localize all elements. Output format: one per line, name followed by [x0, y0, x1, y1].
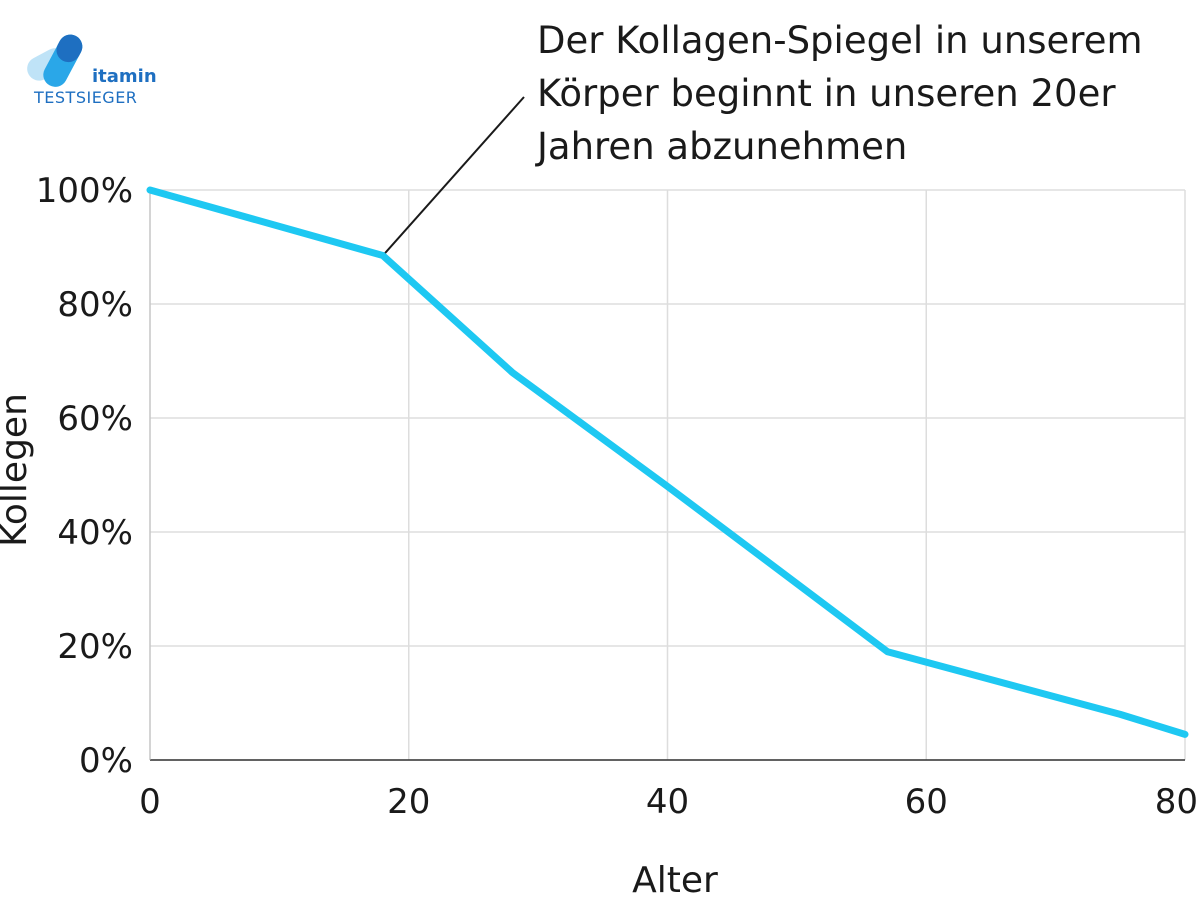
y-axis-label: Kollegen [0, 393, 35, 547]
y-tick-label: 0% [79, 741, 133, 781]
y-tick-label: 20% [57, 627, 133, 667]
x-tick-labels: 0 20 40 60 80 [139, 782, 1198, 822]
logo-subtitle: TESTSIEGER [34, 88, 138, 107]
x-tick-label: 40 [646, 782, 689, 822]
series-line-collagen [146, 186, 1189, 738]
y-tick-label: 40% [57, 513, 133, 553]
x-tick-label: 80 [1155, 782, 1198, 822]
x-axis-label: Alter [632, 860, 718, 900]
x-tick-label: 20 [387, 782, 430, 822]
annotation-text: Der Kollagen-Spiegel in unserem Körper b… [537, 14, 1177, 173]
annotation-leader-line [382, 96, 525, 257]
x-tick-label: 0 [139, 782, 161, 822]
x-tick-label: 60 [905, 782, 948, 822]
y-tick-label: 100% [36, 171, 133, 211]
logo-word: itamin [92, 66, 157, 87]
annotation-line-2: Körper beginnt in unseren 20er [537, 72, 1116, 115]
annotation-line-1: Der Kollagen-Spiegel in unserem [537, 19, 1143, 62]
y-tick-label: 80% [57, 285, 133, 325]
annotation-line-3: Jahren abzunehmen [537, 125, 908, 168]
y-tick-label: 60% [57, 399, 133, 439]
capsule-v-icon [27, 34, 83, 87]
vitamin-testsieger-logo: itamin TESTSIEGER [22, 20, 162, 110]
axes [149, 190, 1185, 761]
y-tick-labels: 0% 20% 40% 60% 80% 100% [36, 171, 133, 781]
grid [149, 189, 1186, 761]
